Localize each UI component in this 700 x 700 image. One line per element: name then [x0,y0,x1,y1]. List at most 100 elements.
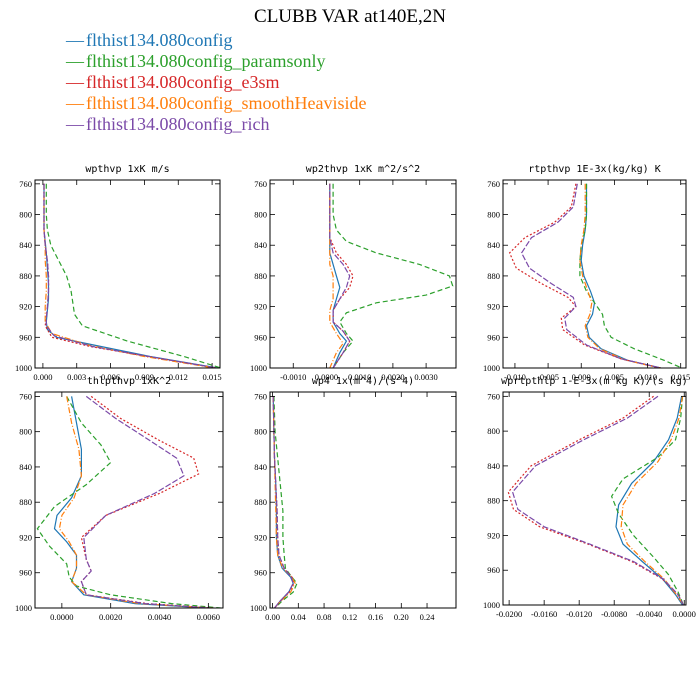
series-line [507,395,684,605]
y-tick-label: 760 [19,179,32,189]
plot-frame [34,179,221,369]
series-line [36,396,221,608]
panel-title: wp4 1x(m^4)/(s^4) [312,376,414,387]
series-line [272,396,294,608]
y-tick-label: 920 [19,532,32,542]
series-line [615,396,683,605]
y-tick-label: 960 [254,568,267,578]
y-tick-label: 920 [254,302,267,312]
panel-title: wp2thvp 1xK m^2/s^2 [306,164,420,175]
legend-item: — flthist134.080config_paramsonly [66,51,366,72]
x-tick-label: 0.0020 [381,372,404,382]
y-tick-label: 920 [254,532,267,542]
series-line [579,183,683,368]
series-group [508,183,683,368]
series-line [273,396,298,608]
y-tick-label: 840 [487,240,500,250]
x-tick-label: 0.24 [420,612,436,622]
y-tick-label: 960 [19,332,32,342]
figure-title: CLUBB VAR at140E,2N [254,6,446,27]
x-tick-label: 0.009 [135,372,154,382]
x-tick-label: 0.0020 [99,612,122,622]
y-tick-label: 880 [254,497,267,507]
series-group [36,395,221,608]
x-tick-label: 0.003 [67,372,86,382]
legend-item: — flthist134.080config_smoothHeaviside [66,93,366,114]
y-tick-label: 840 [254,462,267,472]
series-line [520,183,661,368]
legend-item: — flthist134.080config_rich [66,114,366,135]
y-tick-label: 920 [19,302,32,312]
series-line [610,396,684,605]
panel-title: rtpthvp 1E-3x(kg/kg) K [528,164,660,175]
y-tick-label: 840 [19,240,32,250]
series-line [332,183,454,368]
y-tick-label: 760 [487,391,500,401]
legend-swatch: — [66,51,84,71]
series-group [329,183,454,368]
chart-panel: wpthvp 1xK m/s76080084088092096010000.00… [15,164,222,382]
chart-panel: wprtpthlp 1-E-3x(m kg K)/(s kg)760 800 840… [483,376,696,619]
series-line [58,396,211,608]
y-tick-label: 1000 [250,603,267,613]
series-line [580,183,661,368]
panel-title: thlpthvp 1xK^2 [87,376,171,387]
series-line [43,183,215,368]
x-tick-label: 0.0010 [348,372,371,382]
y-tick-label: 960 [487,565,500,575]
chart-panel: thlpthvp 1xK^2 760 800 840 880 920 960 1000 0.00… [15,376,224,622]
plot-frame [502,391,687,606]
x-tick-label: 0.0030 [414,372,437,382]
x-tick-label: -0.0120 [566,609,592,619]
x-tick-label: -0.0160 [531,609,557,619]
x-tick-label: -0.0080 [601,609,627,619]
y-tick-label: 1000 [15,363,32,373]
x-tick-label: 0.0000 [50,612,73,622]
series-line [579,183,660,368]
y-tick-label: 880 [487,496,500,506]
plot-frame [502,179,687,369]
y-tick-label: 800 [487,426,500,436]
y-tick-label: 880 [19,271,32,281]
y-tick-label: 760 [254,179,267,189]
y-tick-label: 1000 [483,600,500,610]
chart-panel: rtpthvp 1E-3x(kg/kg) K 760 800 840 880 920 960… [483,164,690,382]
y-tick-label: 800 [254,210,267,220]
x-tick-label: 0.04 [291,612,307,622]
x-tick-label: -0.0040 [636,609,662,619]
series-line [329,183,348,368]
x-tick-label: 0.16 [368,612,383,622]
y-tick-label: 800 [19,427,32,437]
chart-panel: wp4 1x(m^4)/(s^4)76080084088092096010000… [250,376,457,622]
y-tick-label: 1000 [15,603,32,613]
x-tick-label: 0.08 [317,612,332,622]
x-tick-label: 0.000 [33,372,52,382]
x-tick-label: 0.015 [203,372,222,382]
y-tick-label: 960 [487,332,500,342]
series-line [511,395,684,605]
series-line [620,396,684,605]
legend-label: flthist134.080config_smoothHeaviside [86,93,367,113]
series-group [43,183,220,368]
y-tick-label: 840 [487,461,500,471]
series-line [80,395,214,608]
legend: — flthist134.080config — flthist134.080con… [66,30,366,135]
x-tick-label: 0.0000 [673,609,696,619]
legend-swatch: — [66,114,84,134]
series-line [329,183,351,368]
y-tick-label: 840 [254,240,267,250]
legend-swatch: — [66,93,84,113]
legend-label: flthist134.080config [86,30,233,50]
series-line [45,183,220,368]
y-tick-label: 960 [19,568,32,578]
x-tick-label: -0.0010 [280,372,306,382]
legend-swatch: — [66,30,84,50]
y-tick-label: 1000 [483,363,500,373]
legend-item: — flthist134.080config [66,30,366,51]
series-line [272,396,296,608]
x-tick-label: 0.00 [265,612,280,622]
x-tick-label: 0.0000 [315,372,338,382]
x-tick-label: 0.010 [638,372,657,382]
x-tick-label: 0.0060 [197,612,220,622]
